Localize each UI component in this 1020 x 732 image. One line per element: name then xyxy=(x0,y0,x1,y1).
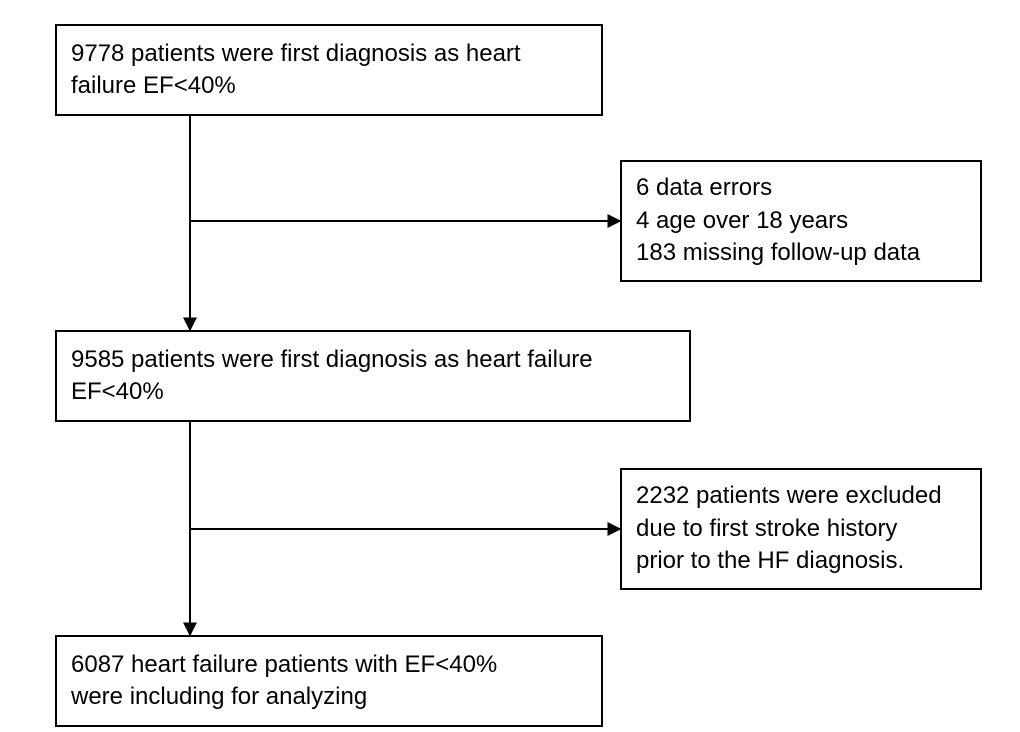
flowchart-edge xyxy=(190,116,620,221)
flowchart-node-text: 183 missing follow-up data xyxy=(636,237,966,269)
flowchart-node-text: 4 age over 18 years xyxy=(636,205,966,237)
flowchart-node-text: prior to the HF diagnosis. xyxy=(636,545,966,577)
flowchart-node-text: failure EF<40% xyxy=(71,70,587,102)
flowchart-node-n1: 9778 patients were first diagnosis as he… xyxy=(55,24,603,116)
flowchart-node-text: 9778 patients were first diagnosis as he… xyxy=(71,38,587,70)
flowchart-node-n5: 6087 heart failure patients with EF<40%w… xyxy=(55,635,603,727)
flowchart-node-n3: 9585 patients were first diagnosis as he… xyxy=(55,330,691,422)
flowchart-node-text: were including for analyzing xyxy=(71,681,587,713)
flowchart-edge xyxy=(190,422,620,529)
flowchart-node-text: 2232 patients were excluded xyxy=(636,480,966,512)
flowchart-node-text: 9585 patients were first diagnosis as he… xyxy=(71,344,675,376)
flowchart-node-n4: 2232 patients were excludeddue to first … xyxy=(620,468,982,590)
flowchart-node-text: 6087 heart failure patients with EF<40% xyxy=(71,649,587,681)
flowchart-node-text: due to first stroke history xyxy=(636,513,966,545)
flowchart-node-n2: 6 data errors4 age over 18 years183 miss… xyxy=(620,160,982,282)
flowchart-node-text: 6 data errors xyxy=(636,172,966,204)
flowchart-canvas: 9778 patients were first diagnosis as he… xyxy=(0,0,1020,732)
flowchart-node-text: EF<40% xyxy=(71,376,675,408)
